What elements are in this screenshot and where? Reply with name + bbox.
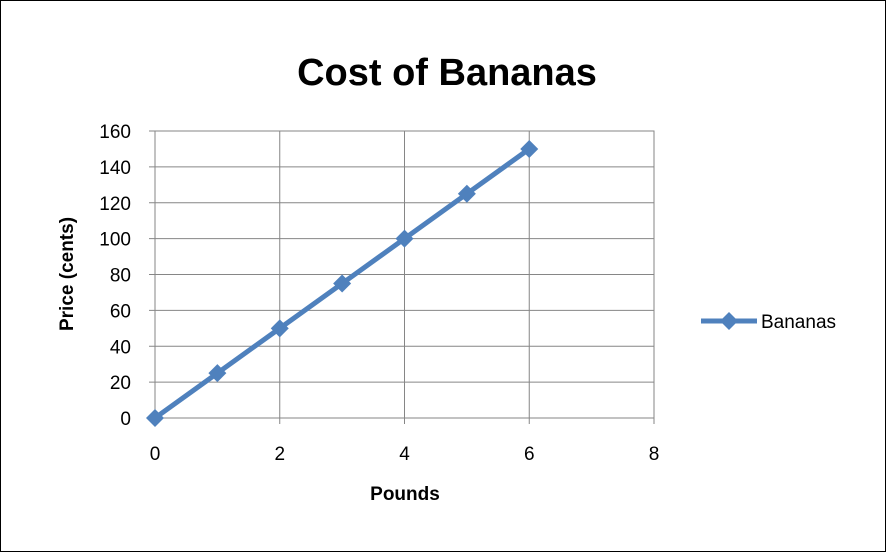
x-tick-label: 6 (524, 444, 535, 465)
data-point (457, 184, 476, 203)
y-tick-label: 100 (99, 230, 131, 251)
y-tick-label: 0 (120, 409, 131, 430)
data-point (208, 364, 227, 383)
x-tick-label: 4 (399, 444, 410, 465)
y-tick-label: 140 (99, 158, 131, 179)
y-axis-title: Price (cents) (57, 217, 78, 331)
x-tick-label: 0 (150, 444, 161, 465)
y-tick-label: 80 (110, 266, 131, 287)
x-tick-label: 2 (274, 444, 285, 465)
data-point (146, 409, 164, 427)
data-point (333, 274, 352, 293)
data-point (520, 139, 539, 158)
x-tick-label: 8 (649, 444, 660, 465)
legend: Bananas (701, 312, 836, 333)
y-tick-label: 40 (110, 337, 131, 358)
x-axis-ticks: 0 2 4 6 8 (150, 418, 660, 465)
data-point (270, 319, 289, 338)
x-axis-title: Pounds (370, 484, 440, 505)
y-tick-label: 60 (110, 301, 131, 322)
series-layer (146, 139, 539, 427)
legend-marker (720, 312, 738, 330)
y-tick-label: 160 (99, 122, 131, 143)
chart-title: Cost of Bananas (297, 52, 597, 94)
legend-label: Bananas (761, 312, 836, 333)
y-tick-label: 120 (99, 194, 131, 215)
y-tick-label: 20 (110, 373, 131, 394)
data-point (395, 229, 414, 248)
y-axis-ticks: 0 20 40 60 80 100 120 140 160 (99, 122, 155, 430)
